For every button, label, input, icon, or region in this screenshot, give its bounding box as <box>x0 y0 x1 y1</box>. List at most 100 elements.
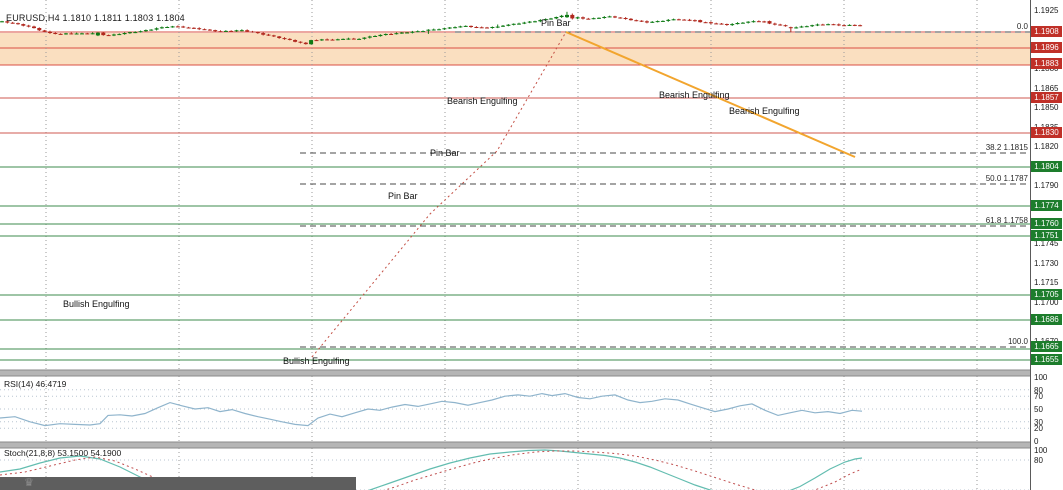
candlestick <box>698 20 703 23</box>
candlestick <box>453 27 458 29</box>
candlestick <box>202 29 207 31</box>
pattern-annotation[interactable]: Bullish Engulfing <box>283 356 350 366</box>
pattern-annotation[interactable]: Bearish Engulfing <box>659 90 730 100</box>
candlestick <box>165 27 170 28</box>
candlestick <box>69 33 74 35</box>
candlestick <box>778 24 783 26</box>
resistance-zone <box>0 33 1030 65</box>
stoch-signal-line <box>0 450 863 490</box>
rsi-scale-tick: 20 <box>1034 424 1043 433</box>
rsi-scale-tick: 0 <box>1034 437 1039 446</box>
candlestick <box>644 21 649 23</box>
candlestick <box>426 29 431 31</box>
pattern-annotation[interactable]: Bullish Engulfing <box>63 299 130 309</box>
price-level-badge-res: 1.1908 <box>1031 26 1062 37</box>
price-level-badge-sup: 1.1705 <box>1031 289 1062 300</box>
price-level-badge-res: 1.1857 <box>1031 92 1062 103</box>
candlestick <box>581 17 585 19</box>
candlestick <box>10 22 15 24</box>
candlestick <box>655 21 660 23</box>
candlestick <box>762 21 767 23</box>
candlestick <box>517 23 521 25</box>
candlestick <box>37 28 42 31</box>
candlestick <box>495 26 500 28</box>
candlestick <box>250 31 255 33</box>
candlestick <box>463 25 468 27</box>
candlestick <box>740 22 745 24</box>
candlestick <box>826 24 831 26</box>
price-axis-tick: 1.1820 <box>1034 142 1059 151</box>
candlestick <box>623 18 628 19</box>
price-axis-tick: 1.1850 <box>1034 103 1059 112</box>
pattern-annotation[interactable]: Pin Bar <box>541 18 571 28</box>
candlestick <box>735 23 740 25</box>
candlestick <box>431 29 436 31</box>
rsi-line <box>0 392 863 427</box>
price-level-badge-sup: 1.1774 <box>1031 200 1062 211</box>
price-axis-tick: 1.1925 <box>1034 6 1059 15</box>
candlestick <box>783 25 788 27</box>
rsi-scale-tick: 80 <box>1034 386 1043 395</box>
candlestick <box>175 26 180 28</box>
candlestick <box>293 40 298 42</box>
candlestick <box>842 25 847 27</box>
candlestick <box>213 30 218 32</box>
candlestick <box>21 24 26 26</box>
candlestick <box>367 36 372 38</box>
candlestick <box>836 24 841 26</box>
price-axis-tick: 1.1745 <box>1034 239 1059 248</box>
price-axis <box>1030 0 1063 490</box>
candlestick <box>239 30 244 32</box>
candlestick <box>298 41 303 43</box>
ascending-trendline[interactable] <box>311 31 567 358</box>
candlestick <box>53 33 58 34</box>
candlestick <box>32 26 36 29</box>
candlestick <box>143 30 148 32</box>
candlestick <box>570 14 575 19</box>
price-level-badge-res: 1.1883 <box>1031 58 1062 69</box>
candlestick <box>719 23 724 25</box>
candlestick <box>271 35 276 37</box>
candlestick <box>186 27 191 29</box>
candlestick <box>607 16 612 18</box>
candlestick <box>95 32 100 36</box>
candlestick <box>613 16 617 18</box>
candlestick <box>314 40 319 42</box>
candlestick <box>138 31 143 33</box>
price-level-badge-sup: 1.1686 <box>1031 314 1062 325</box>
price-level-badge-sup: 1.1760 <box>1031 218 1062 229</box>
candlestick <box>415 31 420 33</box>
candlestick <box>16 23 20 25</box>
candlestick <box>149 29 154 31</box>
candlestick <box>634 20 639 22</box>
candlestick <box>724 24 729 25</box>
candlestick <box>527 21 532 23</box>
candlestick <box>197 28 202 30</box>
candlestick <box>820 24 825 26</box>
candlestick <box>730 24 735 26</box>
candlestick <box>42 30 47 32</box>
candlestick <box>319 39 324 41</box>
rsi-indicator-label: RSI(14) 46.4719 <box>4 379 67 389</box>
candlestick <box>591 18 596 20</box>
candlestick <box>261 33 266 35</box>
pattern-annotation[interactable]: Pin Bar <box>388 191 418 201</box>
descending-trendline[interactable] <box>565 31 856 158</box>
pane-separator[interactable] <box>0 442 1063 448</box>
candlestick <box>373 36 378 37</box>
price-level-badge-res: 1.1896 <box>1031 42 1062 53</box>
candlestick <box>692 20 697 22</box>
pattern-annotation[interactable]: Bearish Engulfing <box>729 106 800 116</box>
pattern-annotation[interactable]: Bearish Engulfing <box>447 96 518 106</box>
candlestick <box>394 33 399 35</box>
candlestick <box>410 31 415 33</box>
pane-separator[interactable] <box>0 370 1063 376</box>
current-price-badge: 1.1804 <box>1031 161 1062 172</box>
candlestick <box>559 15 564 17</box>
pattern-annotation[interactable]: Pin Bar <box>430 148 460 158</box>
stoch-scale-tick: 100 <box>1034 446 1048 455</box>
price-level-badge-sup: 1.1665 <box>1031 341 1062 352</box>
candlestick <box>538 20 543 22</box>
price-axis-tick: 1.1865 <box>1034 84 1059 93</box>
